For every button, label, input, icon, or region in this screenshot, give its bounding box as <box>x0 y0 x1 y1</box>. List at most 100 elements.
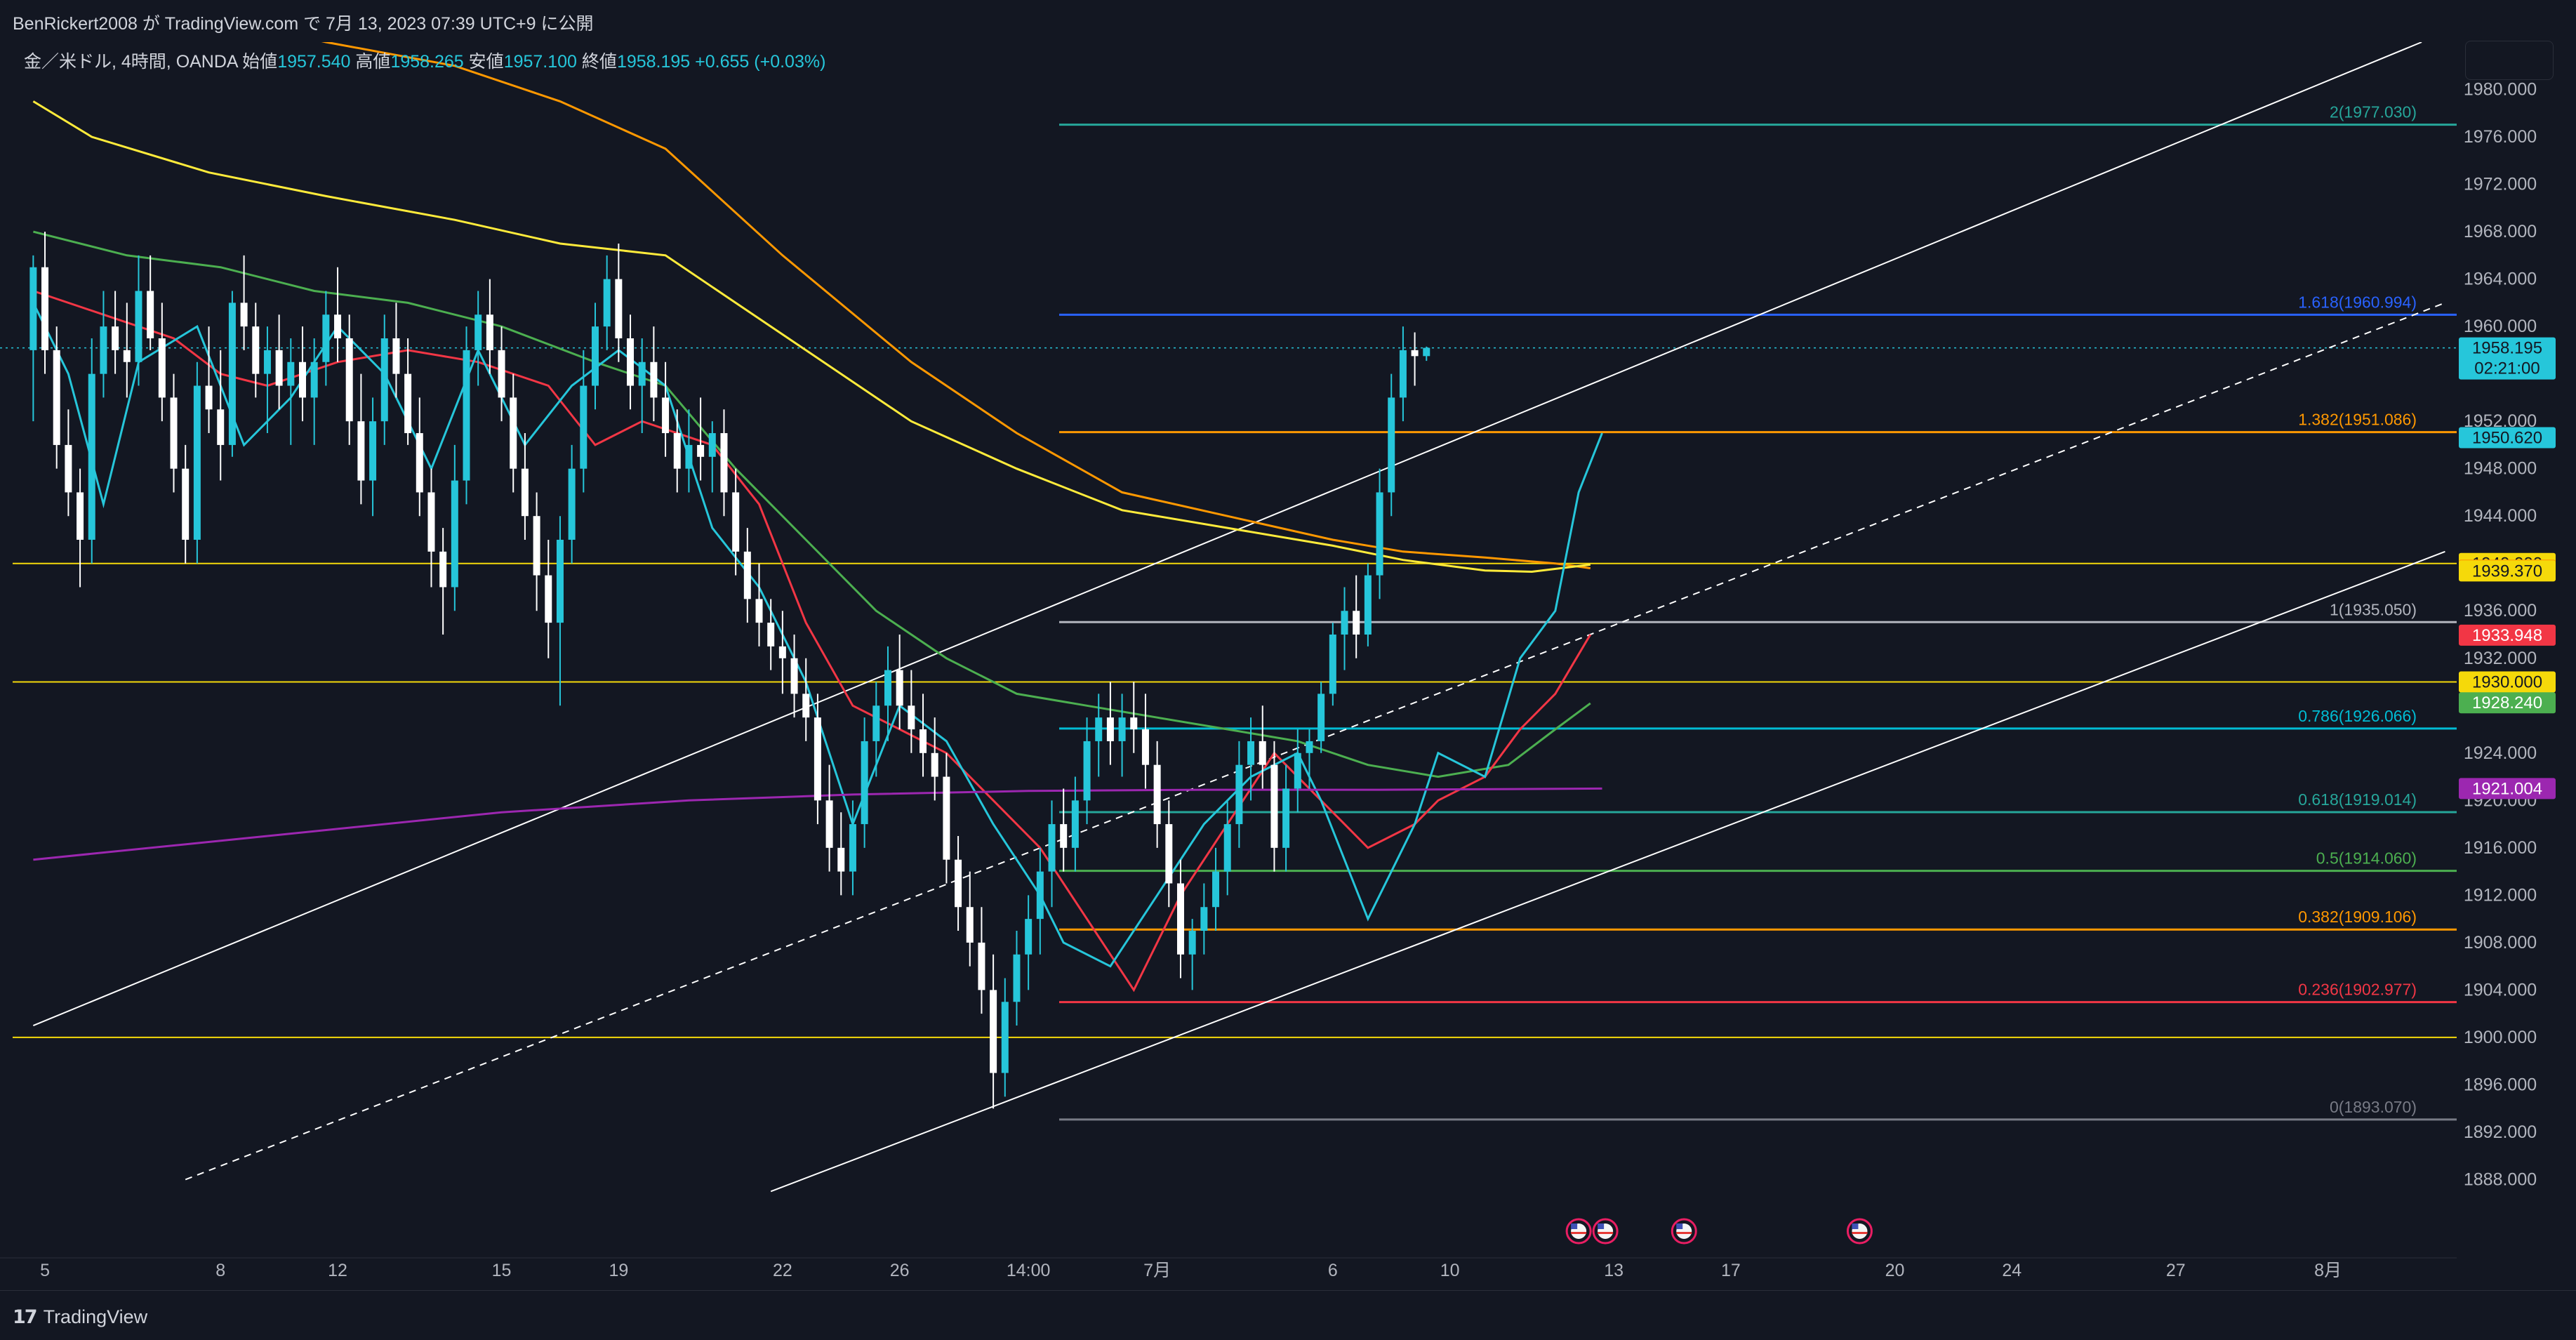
price-tag: 1939.370 <box>2459 560 2556 582</box>
chart-settings-box[interactable] <box>2465 41 2554 80</box>
candle-body <box>77 492 84 540</box>
economic-event-icon[interactable] <box>1846 1218 1873 1245</box>
price-tag: 1921.004 <box>2459 778 2556 800</box>
economic-event-icon[interactable] <box>1592 1218 1619 1245</box>
candle-body <box>1259 741 1266 765</box>
candle <box>1071 776 1079 872</box>
horizontal-lines <box>0 347 2457 1038</box>
candle <box>662 361 670 457</box>
candle <box>697 397 705 481</box>
candle-body <box>427 492 435 552</box>
symbol-label: 金／米ドル, 4時間, OANDA <box>24 52 238 72</box>
event-icons[interactable] <box>1565 1218 1873 1245</box>
candle <box>1399 326 1407 422</box>
candle-body <box>510 397 517 469</box>
candle-body <box>217 409 225 445</box>
candle-body <box>182 468 190 540</box>
candle <box>1188 919 1196 990</box>
candle-body <box>521 468 529 517</box>
tradingview-brand[interactable]: 17 TradingView <box>13 1306 147 1328</box>
fib-level-label: 0.236(1902.977) <box>2298 981 2417 999</box>
low-label: 安値 <box>468 52 504 72</box>
candle-body <box>263 350 271 374</box>
candle-body <box>814 717 821 801</box>
fib-level-label: 0(1893.070) <box>2330 1098 2417 1116</box>
fib-level-label: 0.382(1909.106) <box>2298 908 2417 926</box>
price-tag: 1950.620 <box>2459 427 2556 449</box>
candle <box>486 279 493 374</box>
candle <box>310 338 318 445</box>
candle-body <box>1060 824 1068 848</box>
candle-body <box>439 551 447 588</box>
candle <box>158 303 166 422</box>
flag-canton <box>1571 1223 1578 1229</box>
y-tick-label: 1960.000 <box>2464 317 2537 336</box>
candle <box>463 326 470 505</box>
candle-body <box>1294 752 1301 789</box>
candle <box>369 397 377 517</box>
candle <box>1200 883 1208 955</box>
candle-body <box>1306 741 1313 753</box>
channel-line-lower[interactable] <box>770 550 2445 1193</box>
candle-body <box>615 279 623 338</box>
candle-body <box>568 468 576 540</box>
candle <box>427 468 435 588</box>
candle <box>638 338 646 434</box>
candle-body <box>767 623 775 646</box>
candle-body <box>357 421 365 481</box>
candle-body <box>1247 741 1255 765</box>
candle <box>510 373 517 493</box>
candle-body <box>1353 611 1360 635</box>
candle-body <box>755 599 763 623</box>
candle <box>627 314 635 410</box>
candle-body <box>158 338 166 398</box>
candle <box>1025 895 1033 990</box>
candle-body <box>205 385 213 410</box>
price-tag-text: 1950.620 <box>2472 428 2542 447</box>
candle-body <box>135 291 142 362</box>
low-value: 1957.100 <box>503 52 577 72</box>
candle <box>1329 623 1336 706</box>
fibonacci-levels: 2(1977.030) 1.618(1960.994) 1.382(1951.086… <box>1059 103 2457 1121</box>
candle <box>814 694 821 825</box>
candle <box>357 373 365 505</box>
high-label: 高値 <box>355 52 391 72</box>
flag-stripe <box>1852 1232 1868 1234</box>
candle-body <box>1212 871 1220 908</box>
candle-body <box>41 267 49 350</box>
time-axis[interactable]: 5 8 12 15 19 22 26 14:00 7月 6 10 13 17 20 24 27 8月 <box>0 1257 2457 1280</box>
candle-body <box>1282 788 1290 848</box>
candle-body <box>978 942 985 990</box>
candle <box>1106 682 1114 765</box>
candle-body <box>1376 492 1383 576</box>
x-tick-label: 17 <box>1721 1261 1741 1280</box>
candle <box>732 468 740 576</box>
candle-body <box>802 694 810 718</box>
price-tag-bg <box>2459 778 2556 800</box>
candle <box>685 409 693 493</box>
channel-line-upper[interactable] <box>32 41 2422 1026</box>
candle <box>615 243 623 362</box>
candle-body <box>88 373 95 540</box>
candle-body <box>310 361 318 398</box>
candle <box>603 255 611 350</box>
price-axis[interactable]: 1980.000 1976.000 1972.000 1968.000 1964.000… <box>2457 42 2576 1290</box>
candle <box>1341 587 1348 670</box>
candle <box>1247 717 1255 801</box>
price-tag-countdown: 02:21:00 <box>2474 359 2540 378</box>
candle-body <box>228 303 236 445</box>
candle-body <box>123 350 131 362</box>
price-tag-bg <box>2459 692 2556 714</box>
candle <box>380 314 388 445</box>
economic-event-icon[interactable] <box>1565 1218 1592 1245</box>
candle <box>392 303 400 398</box>
candle <box>966 871 974 967</box>
candle-body <box>369 421 377 481</box>
candle <box>1376 468 1383 599</box>
candle <box>778 611 786 694</box>
economic-event-icon[interactable] <box>1671 1218 1697 1245</box>
candle <box>1176 859 1184 979</box>
y-tick-label: 1944.000 <box>2464 506 2537 526</box>
